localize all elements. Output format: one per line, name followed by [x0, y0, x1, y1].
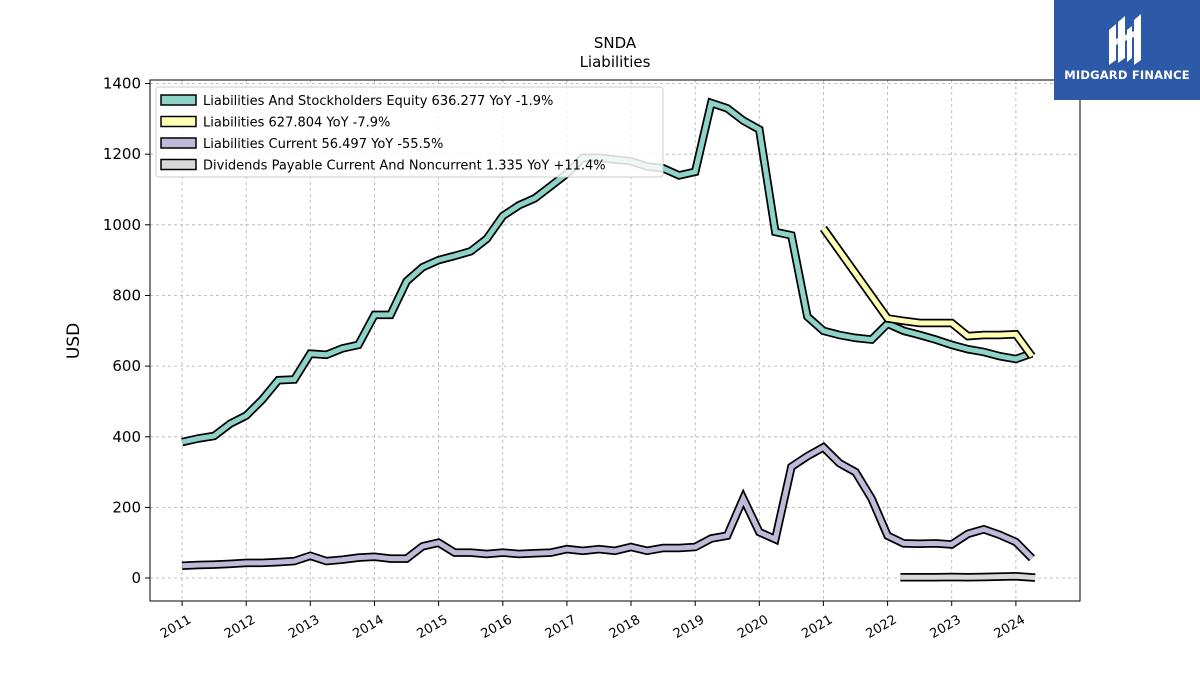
- legend-label: Liabilities Current 56.497 YoY -55.5%: [203, 137, 443, 152]
- chart-subtitle: Liabilities: [580, 53, 651, 71]
- brand-logo: MIDGARD FINANCE: [1054, 0, 1200, 100]
- y-tick-label: 200: [112, 498, 141, 516]
- y-axis: 0 200 400 600 800 1000 1200 1400: [103, 75, 150, 587]
- chart-title: SNDA: [594, 34, 637, 52]
- x-tick-label: 2014: [350, 612, 386, 642]
- legend-box: [155, 86, 664, 178]
- series-4: [900, 572, 1036, 582]
- x-tick-label: 2015: [414, 612, 450, 642]
- y-tick-label: 400: [112, 428, 141, 446]
- x-tick-label: 2020: [735, 612, 771, 642]
- y-tick-label: 1000: [103, 216, 141, 234]
- y-tick-label: 1400: [103, 75, 141, 93]
- legend-swatch: [160, 94, 197, 106]
- series-line: [821, 226, 1034, 358]
- series-3: [181, 442, 1035, 570]
- series-2: [819, 225, 1036, 359]
- brand-name: MIDGARD FINANCE: [1064, 68, 1190, 82]
- x-tick-label: 2022: [863, 612, 899, 642]
- series-line: [181, 444, 1034, 569]
- x-tick-label: 2017: [543, 612, 579, 642]
- x-tick-label: 2019: [671, 612, 707, 642]
- x-tick-label: 2012: [222, 612, 258, 642]
- legend-label: Liabilities And Stockholders Equity 636.…: [203, 94, 553, 109]
- x-tick-label: 2013: [286, 612, 322, 642]
- series-layer: [181, 97, 1036, 582]
- legend-label: Liabilities 627.804 YoY -7.9%: [203, 116, 390, 131]
- x-tick-label: 2021: [799, 612, 835, 642]
- x-tick-label: 2023: [928, 612, 964, 642]
- series-line: [900, 573, 1036, 581]
- legend-swatch: [160, 158, 197, 171]
- y-tick-label: 600: [112, 357, 141, 375]
- y-tick-label: 1200: [103, 145, 141, 163]
- x-tick-label: 2024: [992, 612, 1028, 642]
- x-tick-label: 2011: [158, 612, 194, 642]
- legend-label: Dividends Payable Current And Noncurrent…: [203, 159, 606, 174]
- brand-emblem-icon: [1109, 14, 1141, 65]
- y-tick-label: 800: [112, 287, 141, 305]
- plot-frame: [149, 79, 1081, 602]
- x-axis: 2011 2012 2013 2014 2015 2016 2017 2018 2019 2020…: [158, 601, 1028, 642]
- legend-swatch: [160, 115, 197, 128]
- legend-swatch: [160, 137, 197, 149]
- x-tick-label: 2016: [479, 612, 515, 642]
- y-axis-label: USD: [64, 323, 84, 359]
- x-tick-label: 2018: [607, 612, 643, 642]
- legend: Liabilities And Stockholders Equity 636.…: [155, 86, 664, 178]
- y-tick-label: 0: [131, 569, 141, 587]
